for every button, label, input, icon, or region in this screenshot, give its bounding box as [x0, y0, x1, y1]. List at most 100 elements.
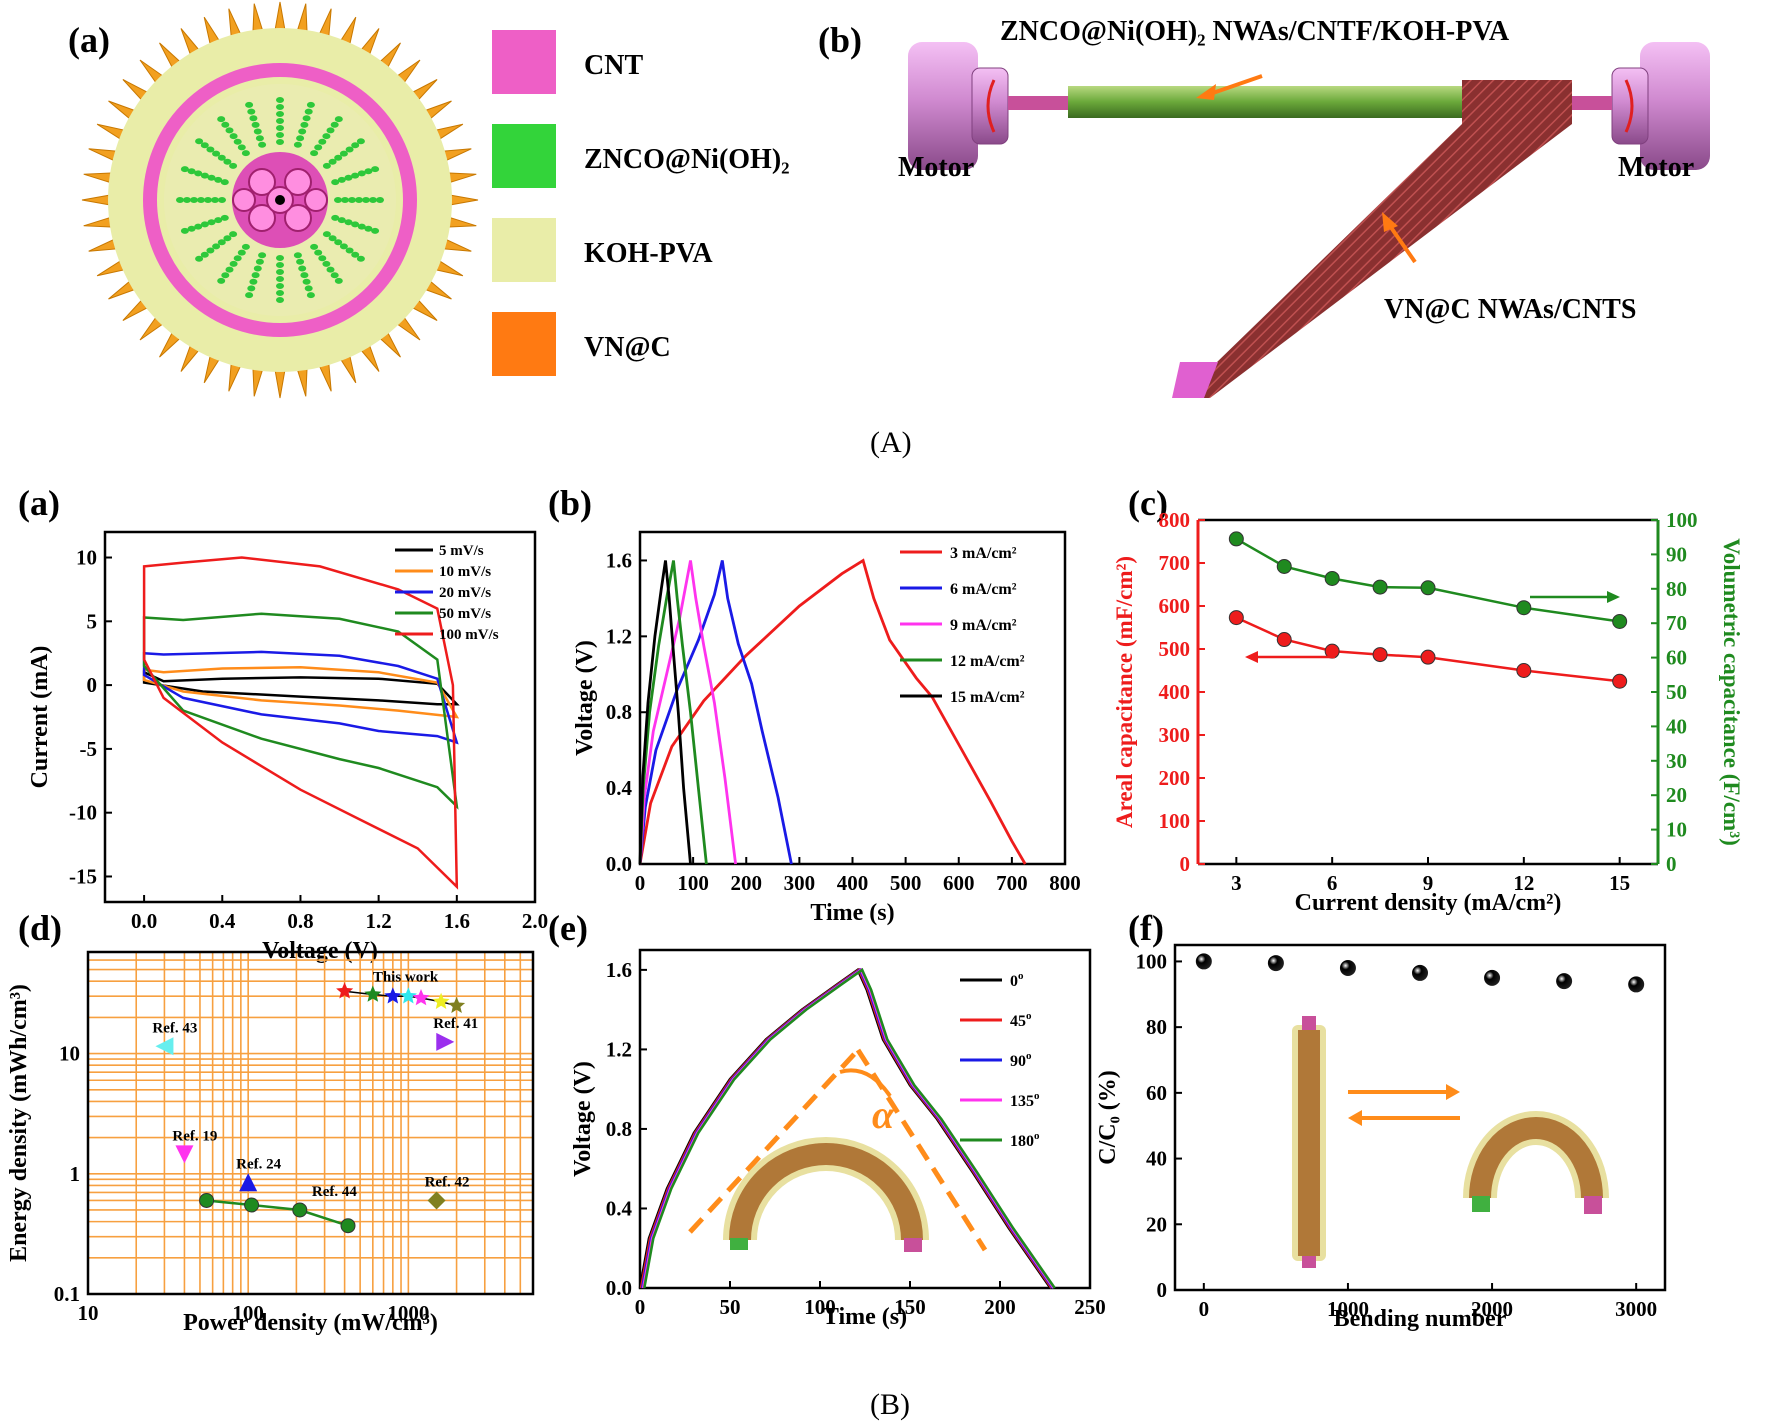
y-tick-label: 700: [1159, 551, 1191, 575]
znco-nanowire-bead: [247, 285, 256, 292]
x-tick-label: 300: [784, 871, 816, 895]
znco-nanowire-bead: [318, 138, 327, 145]
y-tick-label: 200: [1159, 766, 1191, 790]
znco-nanowire-bead: [207, 174, 216, 181]
x-tick-label: 100: [804, 1295, 836, 1319]
y2-tick-label: 20: [1666, 783, 1687, 807]
znco-nanowire-bead: [229, 162, 238, 169]
schematic-legend-label: CNT: [584, 50, 643, 81]
x-tick-label: 1.2: [366, 909, 392, 933]
legend-label: 15 mA/cm²: [950, 689, 1025, 706]
znco-nanowire-bead: [221, 121, 230, 128]
znco-nanowire-bead: [334, 154, 343, 161]
znco-nanowire-bead: [356, 138, 365, 145]
x-tick-label: 0.0: [131, 909, 157, 933]
znco-nanowire-bead: [195, 255, 204, 262]
retention-point: [1339, 960, 1356, 976]
znco-nanowire-bead: [348, 197, 356, 203]
plot-frame: [1173, 943, 1667, 1292]
x-tick-label: 0.8: [287, 909, 313, 933]
znco-nanowire-bead: [293, 252, 302, 259]
y-tick-label: 10: [59, 1042, 80, 1066]
y-tick-label: 0: [87, 673, 98, 697]
znco-nanowire-bead: [310, 150, 319, 157]
y-tick-label: 1.2: [606, 1037, 632, 1061]
cap-point: [1372, 647, 1388, 663]
znco-nanowire-bead: [355, 197, 363, 203]
znco-nanowire-bead: [276, 269, 284, 275]
panel-label: (c): [1128, 483, 1168, 523]
znco-nanowire-bead: [190, 197, 198, 203]
angle-arc: [839, 1068, 892, 1098]
x-tick-label: 1000: [387, 1301, 429, 1325]
y-tick-label: 0.4: [606, 1196, 633, 1220]
cross-section-illustration: [81, 1, 479, 399]
znco-nanowires: [176, 97, 384, 303]
gcd-curve: [638, 558, 1027, 865]
this-work-star: [448, 996, 466, 1013]
znco-nanowire-bead: [214, 176, 223, 183]
znco-nanowire-bead: [362, 197, 370, 203]
cap-point: [1228, 531, 1244, 547]
znco-nanowire-bead: [229, 260, 238, 267]
x-axis-label: Bending number: [1334, 1306, 1507, 1332]
znco-nanowire-bead: [314, 249, 323, 256]
plot-frame: [86, 950, 535, 1296]
cv-curve: [142, 665, 460, 719]
znco-nanowire-bead: [194, 170, 203, 177]
znco-nanowire-bead: [276, 132, 284, 138]
cap-point: [1420, 649, 1436, 665]
znco-nanowire-bead: [220, 214, 229, 221]
y-tick-label: 0.8: [606, 1117, 632, 1141]
znco-nanowire-bead: [300, 121, 309, 128]
znco-nanowire-bead: [330, 121, 339, 128]
znco-nanowire-bead: [183, 197, 191, 203]
cnt-sheath: [143, 63, 417, 337]
znco-nanowire-bead: [364, 168, 373, 175]
znco-nanowire-bead: [302, 278, 311, 285]
x-tick-label: 0.4: [209, 909, 236, 933]
znco-nanowire-bead: [249, 278, 258, 285]
znco-nanowire-bead: [293, 141, 302, 148]
znco-nanowire-bead: [237, 144, 246, 151]
y-tick-label: 100: [1136, 949, 1168, 973]
znco-nanowire-bead: [334, 239, 343, 246]
this-work-star: [399, 987, 417, 1004]
y2-tick-label: 0: [1666, 852, 1677, 876]
znco-nanowire-bead: [212, 243, 221, 250]
y-tick-label: 0.0: [606, 1276, 632, 1300]
x-tick-label: 700: [996, 871, 1028, 895]
ref-label: Ref. 24: [236, 1156, 281, 1172]
znco-nanowire-bead: [376, 197, 384, 203]
bend-curve: [639, 967, 1053, 1289]
x-tick-label: 2000: [1471, 1297, 1513, 1321]
x-tick-label: 0: [635, 1295, 646, 1319]
cap-point: [1612, 673, 1628, 689]
y-tick-label: 800: [1159, 508, 1191, 532]
y-axis-label: C/C₀ (%): [1095, 1070, 1121, 1165]
schematic-legend: CNT ZNCO@Ni(OH)₂ KOH-PVA VN@C: [492, 30, 790, 376]
znco-nanowire-bead: [276, 283, 284, 289]
x-axis-label: Current density (mA/cm²): [1295, 890, 1562, 916]
y-tick-label: 1.6: [606, 548, 632, 572]
y-axis-label-left: Areal capacitance (mF/cm²): [1112, 556, 1137, 828]
retention-point: [1556, 973, 1573, 990]
right-motor-body: [1640, 42, 1710, 170]
znco-nanowire-bead: [356, 255, 365, 262]
znco-nanowire-bead: [306, 292, 315, 299]
y-tick-label: 1.6: [606, 958, 632, 982]
legend-label: 5 mV/s: [439, 543, 484, 559]
cap-point: [1420, 580, 1436, 596]
x-tick-label: 100: [232, 1301, 264, 1325]
left-motor-shaft: [971, 67, 1009, 145]
znco-nanowire-bead: [217, 154, 226, 161]
y2-tick-label: 70: [1666, 611, 1687, 635]
y-tick-label: 500: [1159, 637, 1191, 661]
fiber-label-top: ZNCO@Ni(OH)₂ NWAs/CNTF/KOH-PVA: [1000, 16, 1510, 47]
znco-nanowire-bead: [328, 235, 337, 242]
fiber-assembly-illustration: [908, 42, 1710, 398]
znco-nanowire-bead: [180, 166, 189, 173]
x-tick-label: 50: [720, 1295, 741, 1319]
znco-nanowire-bead: [195, 138, 204, 145]
x-tick-label: 250: [1074, 1295, 1106, 1319]
